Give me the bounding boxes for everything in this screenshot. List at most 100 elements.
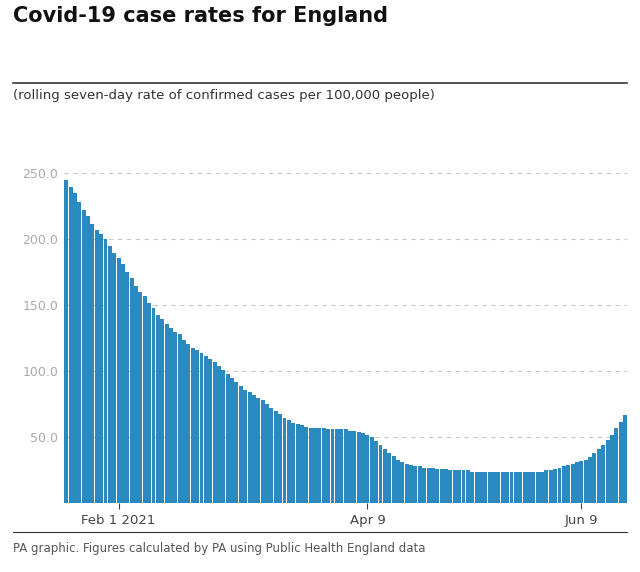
Bar (112, 253, 116, 503)
Bar (330, 430, 335, 503)
Bar (370, 438, 374, 503)
Bar (73, 193, 77, 503)
Bar (134, 285, 138, 503)
Bar (605, 440, 609, 503)
Bar (518, 472, 522, 503)
Bar (344, 430, 348, 503)
Bar (291, 423, 295, 503)
Bar (274, 411, 278, 503)
Bar (265, 404, 269, 503)
Bar (379, 445, 383, 503)
Bar (138, 292, 142, 503)
Bar (387, 453, 391, 503)
Bar (440, 469, 444, 503)
Bar (287, 420, 291, 503)
Bar (282, 418, 287, 503)
Bar (125, 272, 129, 503)
Bar (90, 224, 94, 503)
Bar (584, 460, 588, 503)
Bar (383, 449, 387, 503)
Bar (121, 264, 125, 503)
Bar (300, 426, 304, 503)
Bar (164, 324, 168, 503)
Text: Covid-19 case rates for England: Covid-19 case rates for England (13, 6, 388, 26)
Bar (104, 239, 108, 503)
Bar (579, 461, 583, 503)
Bar (204, 356, 208, 503)
Bar (305, 427, 308, 503)
Bar (326, 430, 330, 503)
Bar (256, 398, 260, 503)
Bar (317, 428, 321, 503)
Bar (475, 472, 479, 503)
Bar (226, 374, 230, 503)
Bar (536, 472, 540, 503)
Bar (457, 470, 461, 503)
Bar (509, 472, 513, 503)
Bar (540, 472, 544, 503)
Bar (64, 180, 68, 503)
Bar (195, 350, 199, 503)
Bar (221, 370, 225, 503)
Bar (173, 332, 177, 503)
Bar (82, 210, 86, 503)
Bar (562, 466, 566, 503)
Bar (593, 453, 596, 503)
Bar (531, 472, 535, 503)
Bar (160, 319, 164, 503)
Bar (527, 472, 531, 503)
Bar (186, 344, 190, 503)
Bar (435, 469, 439, 503)
Bar (278, 414, 282, 503)
Bar (422, 468, 426, 503)
Bar (356, 432, 361, 503)
Bar (479, 472, 483, 503)
Bar (230, 378, 234, 503)
Bar (523, 472, 527, 503)
Bar (208, 359, 212, 503)
Bar (108, 246, 112, 503)
Bar (461, 470, 465, 503)
Bar (156, 315, 160, 503)
Bar (553, 469, 557, 503)
Bar (418, 466, 422, 503)
Bar (152, 308, 156, 503)
Bar (234, 382, 239, 503)
Bar (413, 466, 417, 503)
Bar (505, 472, 509, 503)
Bar (143, 296, 147, 503)
Bar (597, 449, 601, 503)
Bar (313, 428, 317, 503)
Bar (571, 464, 575, 503)
Bar (431, 468, 435, 503)
Bar (514, 472, 518, 503)
Bar (466, 470, 470, 503)
Bar (452, 470, 457, 503)
Bar (449, 470, 452, 503)
Bar (335, 430, 339, 503)
Bar (501, 472, 505, 503)
Bar (169, 328, 173, 503)
Bar (409, 465, 413, 503)
Bar (322, 428, 326, 503)
Bar (348, 431, 352, 503)
Bar (339, 430, 343, 503)
Bar (396, 460, 400, 503)
Bar (86, 216, 90, 503)
Bar (95, 230, 99, 503)
Bar (243, 390, 247, 503)
Bar (549, 470, 553, 503)
Bar (248, 392, 252, 503)
Bar (296, 424, 300, 503)
Bar (99, 234, 103, 503)
Bar (557, 468, 561, 503)
Bar (178, 335, 182, 503)
Bar (239, 386, 243, 503)
Bar (623, 415, 627, 503)
Bar (77, 202, 81, 503)
Bar (588, 457, 592, 503)
Bar (619, 422, 623, 503)
Bar (68, 186, 72, 503)
Bar (308, 428, 312, 503)
Bar (269, 408, 273, 503)
